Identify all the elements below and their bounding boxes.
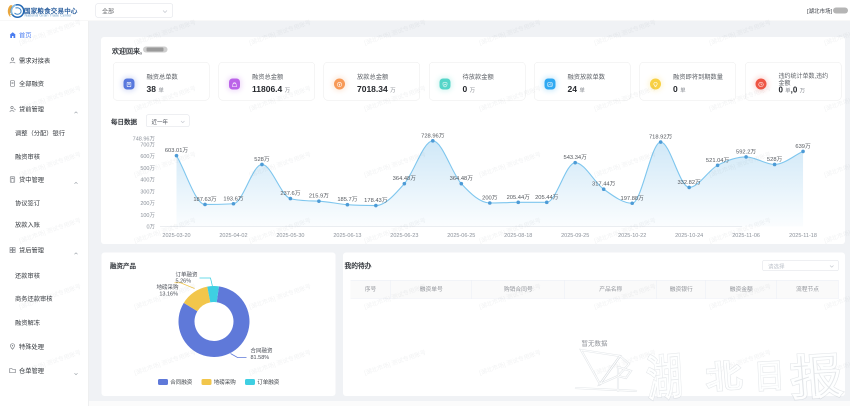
svg-text:0万: 0万: [146, 224, 155, 231]
svg-text:600万: 600万: [140, 153, 155, 160]
svg-text:205.44万: 205.44万: [507, 194, 531, 201]
svg-text:185.7万: 185.7万: [337, 196, 357, 203]
svg-text:100万: 100万: [140, 212, 155, 219]
svg-text:81.58%: 81.58%: [251, 355, 270, 361]
svg-text:215.9万: 215.9万: [309, 193, 329, 200]
svg-text:200万: 200万: [482, 195, 498, 202]
svg-text:521.04万: 521.04万: [706, 157, 730, 164]
svg-text:2025-10-22: 2025-10-22: [618, 233, 646, 239]
svg-text:500万: 500万: [140, 165, 155, 172]
svg-text:2025-11-18: 2025-11-18: [789, 233, 817, 239]
svg-text:592.2万: 592.2万: [736, 148, 756, 155]
svg-text:400万: 400万: [140, 177, 155, 184]
svg-text:2025-10-24: 2025-10-24: [675, 233, 703, 239]
svg-text:205.44万: 205.44万: [535, 194, 559, 201]
svg-text:2025-03-20: 2025-03-20: [162, 233, 190, 239]
svg-text:2025-05-30: 2025-05-30: [276, 233, 304, 239]
svg-text:193.6万: 193.6万: [223, 195, 243, 202]
svg-text:178.43万: 178.43万: [364, 197, 388, 204]
svg-text:639万: 639万: [795, 143, 811, 150]
svg-text:订单融资: 订单融资: [176, 270, 199, 278]
svg-text:543.34万: 543.34万: [564, 154, 588, 161]
svg-text:300万: 300万: [140, 188, 155, 195]
svg-text:5.26%: 5.26%: [176, 278, 192, 284]
svg-text:2025-04-02: 2025-04-02: [219, 233, 247, 239]
svg-text:364.48万: 364.48万: [393, 175, 417, 182]
svg-text:地磅采购: 地磅采购: [156, 283, 179, 291]
svg-text:528万: 528万: [254, 156, 270, 163]
svg-text:317.44万: 317.44万: [592, 181, 616, 188]
svg-text:197.88万: 197.88万: [621, 195, 645, 202]
svg-text:718.92万: 718.92万: [649, 134, 673, 141]
svg-text:13.16%: 13.16%: [159, 291, 178, 297]
svg-text:528万: 528万: [767, 156, 783, 163]
svg-text:2025-08-18: 2025-08-18: [504, 233, 532, 239]
svg-text:2025-09-25: 2025-09-25: [561, 233, 589, 239]
svg-text:237.6万: 237.6万: [280, 190, 300, 197]
svg-text:364.48万: 364.48万: [450, 175, 474, 182]
svg-text:2025-06-13: 2025-06-13: [333, 233, 361, 239]
svg-text:2025-06-23: 2025-06-23: [390, 233, 418, 239]
svg-text:332.82万: 332.82万: [677, 179, 701, 186]
svg-text:603.01万: 603.01万: [165, 147, 189, 154]
svg-text:187.63万: 187.63万: [193, 196, 217, 203]
svg-text:748.96万: 748.96万: [133, 136, 156, 143]
svg-text:2025-11-06: 2025-11-06: [732, 233, 760, 239]
svg-text:合同融资: 合同融资: [251, 347, 274, 355]
svg-text:728.96万: 728.96万: [421, 132, 445, 139]
svg-text:2025-06-25: 2025-06-25: [447, 233, 475, 239]
svg-text:200万: 200万: [140, 200, 155, 207]
